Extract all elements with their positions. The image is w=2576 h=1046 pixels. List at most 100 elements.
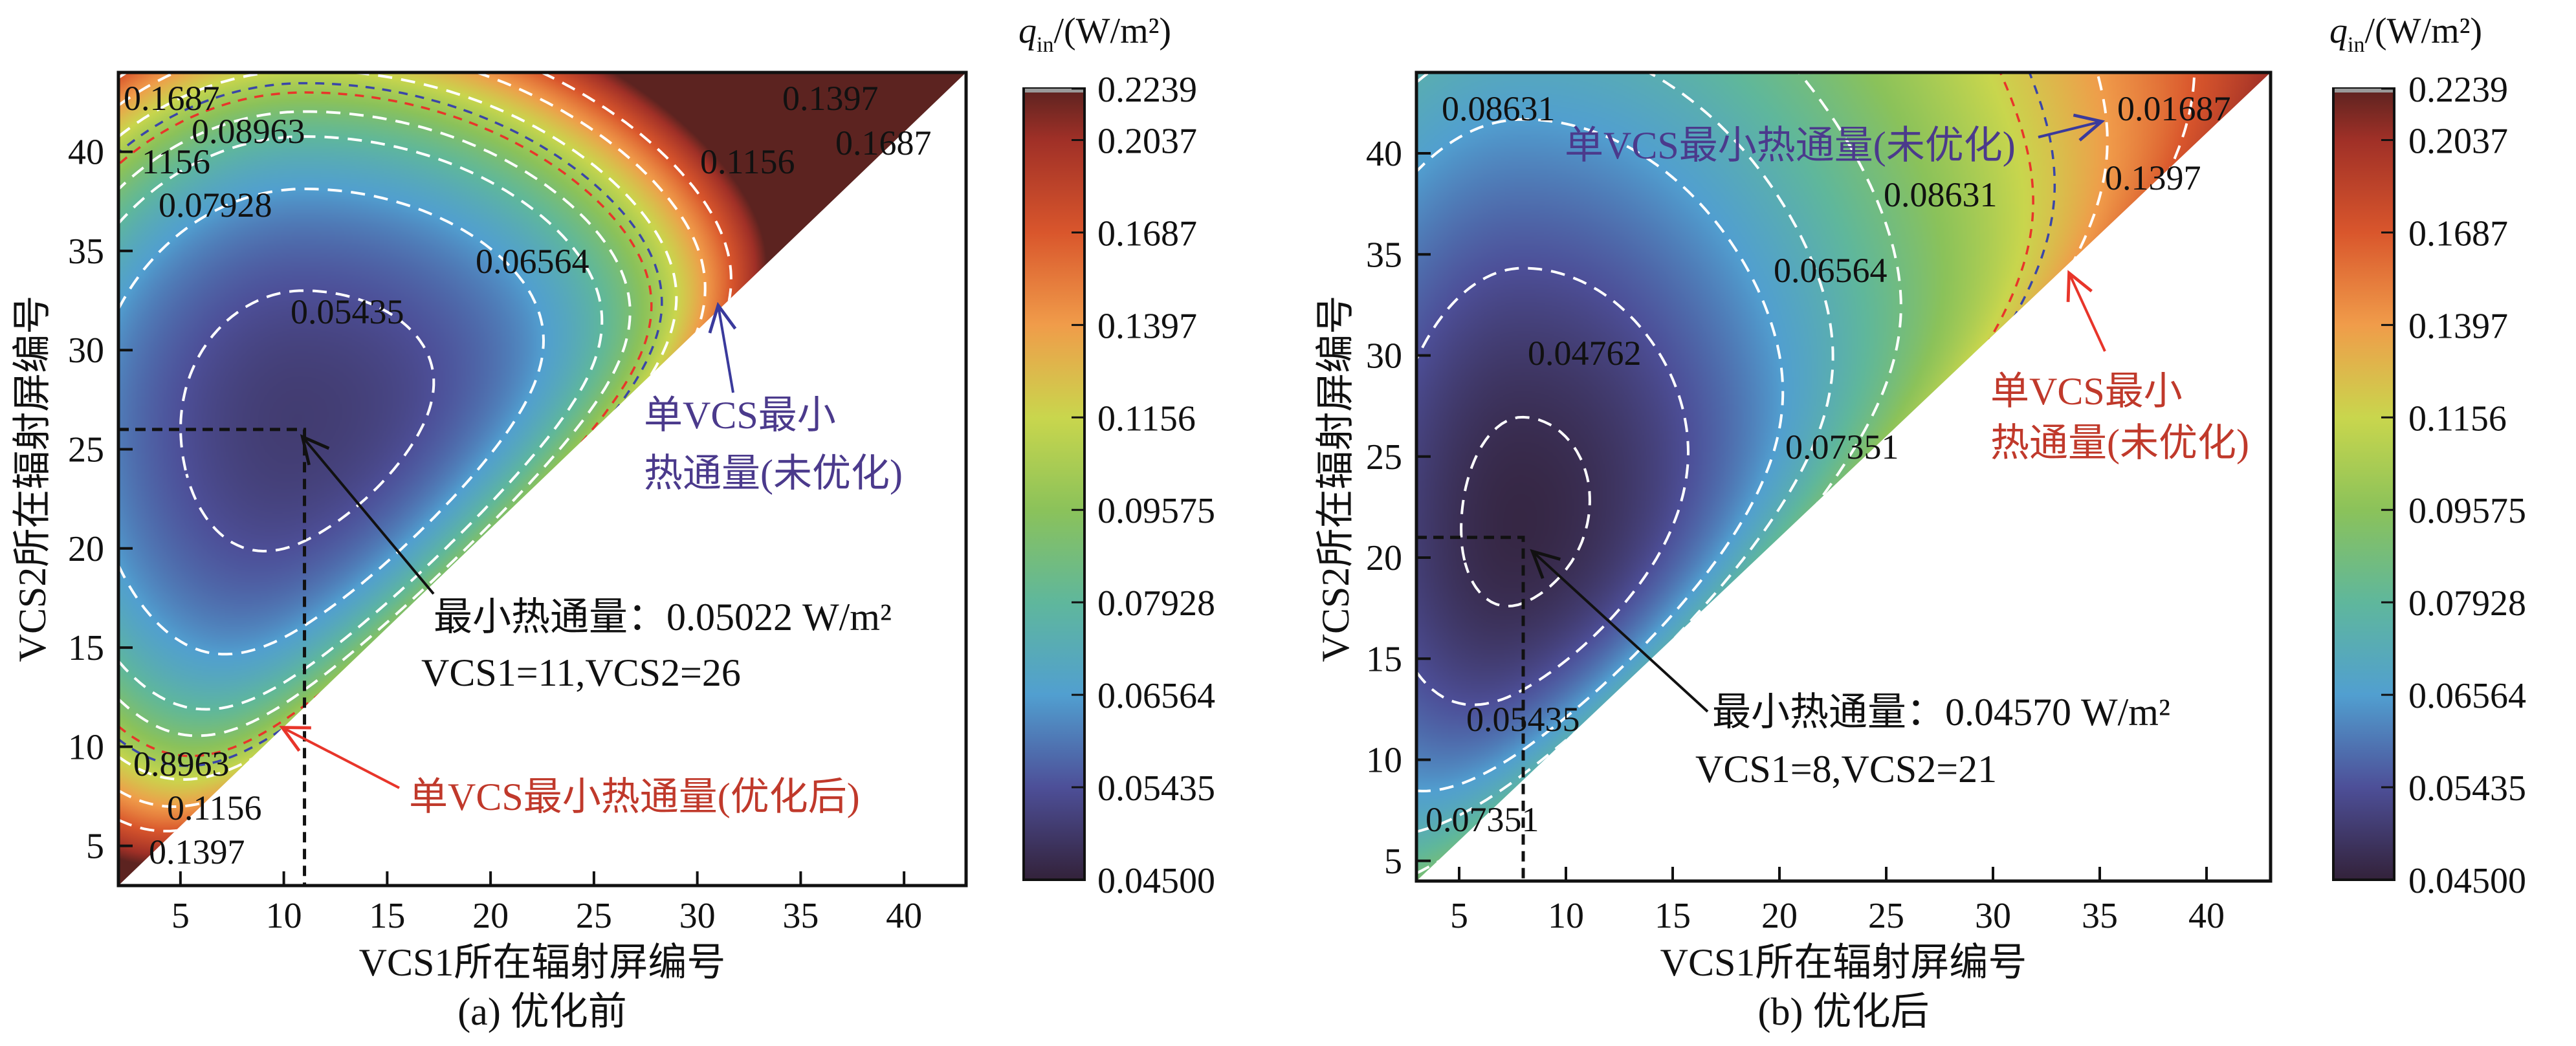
colorbar-title-subscript: in bbox=[2348, 33, 2364, 57]
x-tick-label: 5 bbox=[171, 896, 190, 936]
blue-arrow bbox=[2038, 113, 2106, 142]
minimum-guide-lines bbox=[1416, 536, 1525, 881]
contour-label: 0.05435 bbox=[291, 292, 404, 331]
contour-label: 0.06564 bbox=[476, 242, 589, 281]
contour-line bbox=[1416, 72, 1430, 83]
contour-line bbox=[1416, 267, 1690, 706]
contour-label: 0.1687 bbox=[835, 124, 932, 162]
colorbar-title-symbol: q bbox=[2329, 11, 2348, 51]
colorbar-tick-label: 0.04500 bbox=[1097, 861, 1215, 901]
red-arrow bbox=[2066, 270, 2106, 352]
x-tick-label: 10 bbox=[1548, 896, 1584, 936]
minimum-arrow bbox=[1530, 549, 1709, 713]
red-note-line1: 单VCS最小 bbox=[1990, 370, 2183, 413]
contour-line bbox=[118, 110, 632, 737]
contour-label: 0.08963 bbox=[192, 112, 305, 151]
colorbar-title-symbol: q bbox=[1018, 11, 1037, 51]
colorbar-tick-label: 0.1687 bbox=[1097, 213, 1197, 254]
y-tick-label: 25 bbox=[1366, 437, 1402, 477]
contour-line bbox=[179, 289, 435, 553]
panel-label: (a) 优化前 bbox=[457, 990, 627, 1033]
colorbar-tick-label: 0.07928 bbox=[1097, 583, 1215, 624]
colorbar-tick-label: 0.06564 bbox=[1097, 676, 1215, 716]
colorbar-top-band bbox=[1025, 89, 1083, 93]
colorbar-tick-label: 0.1156 bbox=[2408, 398, 2507, 439]
colorbar-title-subscript: in bbox=[1037, 33, 1053, 57]
blue-note-line2: 热通量(未优化) bbox=[644, 452, 903, 495]
x-tick-label: 30 bbox=[1975, 896, 2011, 936]
colorbar-tick-label: 0.1156 bbox=[1097, 398, 1196, 439]
x-tick-label: 40 bbox=[886, 896, 922, 936]
colorbar-tick-label: 0.1397 bbox=[1097, 306, 1197, 346]
contour-label: 0.07351 bbox=[1426, 800, 1539, 839]
x-tick-label: 15 bbox=[369, 896, 405, 936]
x-tick-label: 20 bbox=[1761, 896, 1798, 936]
contour-label: 0.07928 bbox=[159, 186, 272, 224]
y-tick-label: 25 bbox=[68, 430, 104, 470]
colorbar-tick-label: 0.09575 bbox=[2408, 491, 2526, 531]
y-axis-label: VCS2所在辐射屏编号 bbox=[1314, 296, 1357, 662]
colorbar: 0.2239 0.2037 0.1687 0.1397 0.1156 0.09575 0.0… bbox=[1018, 11, 1215, 901]
y-tick-label: 15 bbox=[1366, 639, 1402, 679]
x-axis-label: VCS1所在辐射屏编号 bbox=[359, 941, 726, 984]
y-tick-label: 35 bbox=[68, 232, 104, 272]
minimum-text: 最小热通量：0.04570 W/m² bbox=[1712, 691, 2170, 734]
y-tick-label: 30 bbox=[1366, 336, 1402, 376]
y-axis-label: VCS2所在辐射屏编号 bbox=[11, 296, 54, 662]
colorbar-bar bbox=[1022, 87, 1086, 881]
colorbar-tick-label: 0.05435 bbox=[2408, 768, 2526, 809]
colorbar-title-unit: /(W/m²) bbox=[1053, 11, 1171, 51]
contour-label: 0.08631 bbox=[1442, 89, 1556, 128]
x-tick-label: 25 bbox=[576, 896, 612, 936]
red-note: 单VCS最小热通量(优化后) bbox=[409, 776, 860, 818]
x-tick-label: 40 bbox=[2188, 896, 2225, 936]
colorbar-tick-label: 0.2037 bbox=[1097, 121, 1197, 161]
contour-label: 0.06564 bbox=[1774, 251, 1888, 290]
y-tick-label: 35 bbox=[1366, 235, 1402, 275]
red-note-line2: 热通量(未优化) bbox=[1990, 422, 2249, 464]
contour-line bbox=[118, 72, 269, 138]
contour-label: 0.08631 bbox=[1884, 175, 1998, 214]
x-tick-label: 35 bbox=[782, 896, 819, 936]
contour-label: 0.1156 bbox=[167, 789, 262, 827]
y-tick-label: 20 bbox=[1366, 538, 1402, 578]
x-tick-label: 5 bbox=[1450, 896, 1468, 936]
x-tick-label: 30 bbox=[679, 896, 716, 936]
contour-label: 0.07351 bbox=[1785, 428, 1899, 466]
y-tick-label: 20 bbox=[68, 529, 104, 569]
colorbar-tick-label: 0.07928 bbox=[2408, 583, 2526, 624]
colorbar-tick-label: 0.05435 bbox=[1097, 768, 1215, 809]
contour-label: 0.1156 bbox=[700, 142, 795, 181]
blue-note: 单VCS最小热通量(未优化) bbox=[1565, 124, 2016, 167]
colorbar-tick-label: 0.09575 bbox=[1097, 491, 1215, 531]
x-tick-label: 15 bbox=[1655, 896, 1691, 936]
contour-label: 0.1687 bbox=[124, 79, 220, 118]
y-tick-label: 15 bbox=[68, 628, 104, 668]
contour-line bbox=[118, 72, 176, 107]
minimum-coords: VCS1=8,VCS2=21 bbox=[1695, 748, 1997, 790]
axes-frame bbox=[116, 71, 968, 888]
axes: 5 10 15 20 25 30 35 40 5 10 15 20 25 30 35 40 bbox=[1366, 71, 2273, 936]
panel-label: (b) 优化后 bbox=[1758, 990, 1930, 1033]
contour-label: 0.1397 bbox=[2105, 158, 2201, 197]
colorbar-tick-label: 0.2037 bbox=[2408, 121, 2508, 161]
blue-arrow bbox=[708, 301, 737, 393]
colorbar-title-unit: /(W/m²) bbox=[2364, 11, 2482, 51]
colorbar: 0.2239 0.2037 0.1687 0.1397 0.1156 0.09575 0.0… bbox=[2329, 11, 2526, 901]
axes: 5 10 15 20 25 30 35 40 5 10 15 20 25 30 35 40 bbox=[68, 71, 968, 936]
colorbar-tick-label: 0.2239 bbox=[2408, 70, 2508, 110]
blue-note-line1: 单VCS最小 bbox=[644, 394, 836, 437]
colorbar-tick-label: 0.06564 bbox=[2408, 676, 2526, 716]
red-arrow bbox=[279, 726, 400, 789]
x-tick-label: 10 bbox=[266, 896, 302, 936]
y-tick-label: 40 bbox=[68, 133, 104, 173]
contour-line bbox=[118, 187, 545, 656]
x-tick-label: 25 bbox=[1868, 896, 1904, 936]
y-tick-label: 5 bbox=[86, 827, 104, 867]
y-tick-label: 30 bbox=[68, 331, 104, 371]
contour-line bbox=[118, 135, 604, 711]
contour-label: 0.04762 bbox=[1528, 334, 1642, 373]
colorbar-bar bbox=[2332, 87, 2395, 881]
